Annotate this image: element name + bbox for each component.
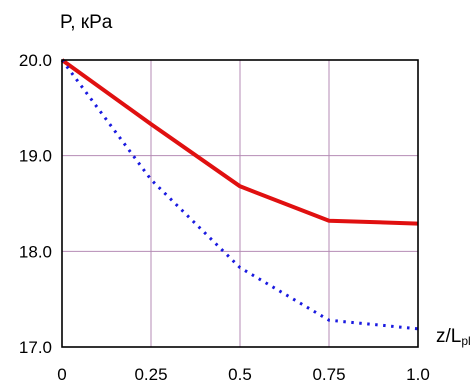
plot-frame — [61, 59, 419, 348]
x-tick-label: 0.5 — [228, 365, 252, 384]
tick-labels: 0 0.25 0.5 0.75 1.0 17.0 18.0 19.0 20.0 — [19, 51, 430, 384]
x-tick-label: 1.0 — [406, 365, 430, 384]
y-axis-label: P, кPa — [60, 12, 113, 33]
x-axis-label: z/Lpl — [436, 326, 471, 348]
y-tick-label: 20.0 — [19, 51, 52, 70]
x-tick-label: 0 — [57, 365, 66, 384]
grid — [62, 60, 418, 347]
y-tick-label: 19.0 — [19, 147, 52, 166]
x-axis-label-main: z/L — [436, 326, 461, 347]
series-layer — [60, 58, 419, 331]
y-tick-label: 18.0 — [19, 242, 52, 261]
y-tick-label: 17.0 — [19, 338, 52, 357]
series-line-1 — [60, 58, 419, 226]
series-line-2 — [60, 59, 419, 331]
x-tick-label: 0.25 — [134, 365, 167, 384]
x-tick-label: 0.75 — [312, 365, 345, 384]
x-axis-label-subscript: pl — [461, 334, 470, 348]
